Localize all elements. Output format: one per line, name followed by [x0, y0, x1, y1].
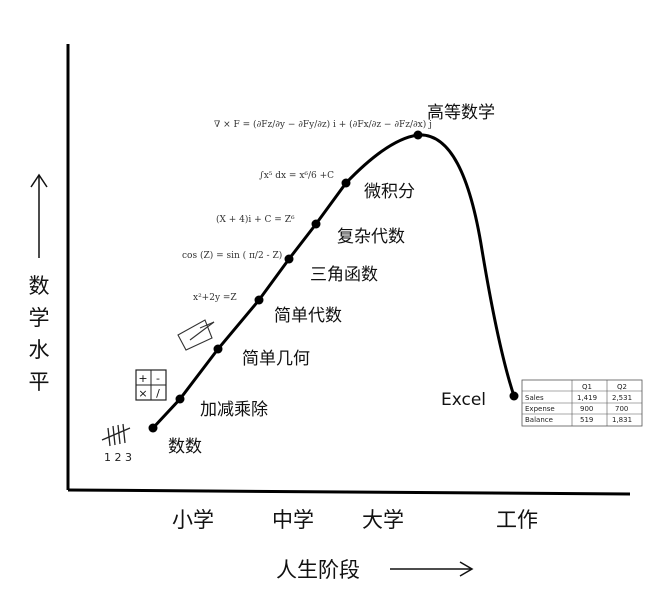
stage-label-arithmetic: 加减乘除	[200, 400, 268, 420]
excel-cell-r1c2: 1,419	[577, 394, 597, 402]
geometry-sketch-icon	[177, 319, 215, 351]
stage-label-trig: 三角函数	[310, 265, 378, 285]
point-excel	[509, 391, 519, 401]
grid-minus: -	[156, 372, 160, 385]
formula-algebra: x²+2y =Z	[193, 293, 237, 303]
tally-marks-icon	[101, 423, 131, 447]
grid-plus: +	[138, 372, 147, 385]
excel-cell-r1c3: 2,531	[612, 394, 632, 402]
point-calculus	[341, 178, 351, 188]
point-counting	[148, 423, 158, 433]
x-axis-line	[67, 488, 631, 496]
excel-cell-r1c1: Sales	[525, 394, 544, 402]
y-axis-arrow	[30, 173, 48, 258]
point-arithmetic	[175, 394, 185, 404]
excel-cell-r3c3: 1,831	[612, 416, 632, 424]
excel-cell-r3c2: 519	[580, 416, 593, 424]
stage-label-calculus: 微积分	[364, 182, 415, 202]
formula-calculus: ∫x⁵ dx = x⁶/6 +C	[259, 171, 334, 181]
point-trig	[284, 254, 294, 264]
excel-cell-r3c1: Balance	[525, 416, 553, 424]
excel-cell-r2c3: 700	[615, 405, 628, 413]
stage-label-algebra: 简单代数	[274, 306, 342, 326]
point-algebra	[254, 295, 264, 305]
point-advanced-math	[413, 130, 423, 140]
formula-complex: (X + 4)i + C = Z⁶	[216, 214, 295, 225]
stage-label-complex-algebra: 复杂代数	[337, 227, 405, 247]
x-tick-primary: 小学	[172, 508, 214, 532]
excel-cell-r2c1: Expense	[525, 405, 555, 413]
formula-trig: cos (Z) = sin ( π/2 - Z)	[182, 250, 282, 261]
excel-table: Q1 Q2 Sales 1,419 2,531 Expense 900 700 …	[521, 379, 643, 427]
excel-header-q2: Q2	[617, 383, 627, 391]
grid-divide: /	[156, 387, 160, 400]
arithmetic-grid-icon: + - × /	[135, 369, 167, 401]
grid-times: ×	[138, 387, 147, 400]
x-tick-university: 大学	[362, 508, 404, 532]
formula-curl: ∇ × F = (∂Fz/∂y − ∂Fy/∂z) i + (∂Fx/∂z − …	[214, 119, 432, 130]
x-axis-label: 人生阶段	[276, 558, 360, 582]
y-label-char-4: 平	[29, 370, 50, 394]
learning-curve	[151, 133, 516, 430]
excel-cell-r2c2: 900	[580, 405, 593, 413]
x-tick-middle: 中学	[272, 508, 314, 532]
point-geometry	[213, 344, 223, 354]
x-tick-work: 工作	[496, 508, 538, 532]
stage-label-excel: Excel	[441, 390, 486, 410]
y-label-char-3: 水	[29, 338, 50, 362]
point-complex-algebra	[311, 219, 321, 229]
stage-label-advanced-math: 高等数学	[427, 103, 495, 123]
y-label-char-2: 学	[29, 306, 50, 330]
excel-header-q1: Q1	[582, 383, 592, 391]
stage-label-geometry: 简单几何	[242, 349, 310, 369]
stage-label-counting: 数数	[168, 437, 202, 457]
x-axis-arrow	[390, 561, 474, 577]
tally-numbers: 1 2 3	[104, 451, 132, 464]
y-label-char-1: 数	[29, 274, 50, 298]
